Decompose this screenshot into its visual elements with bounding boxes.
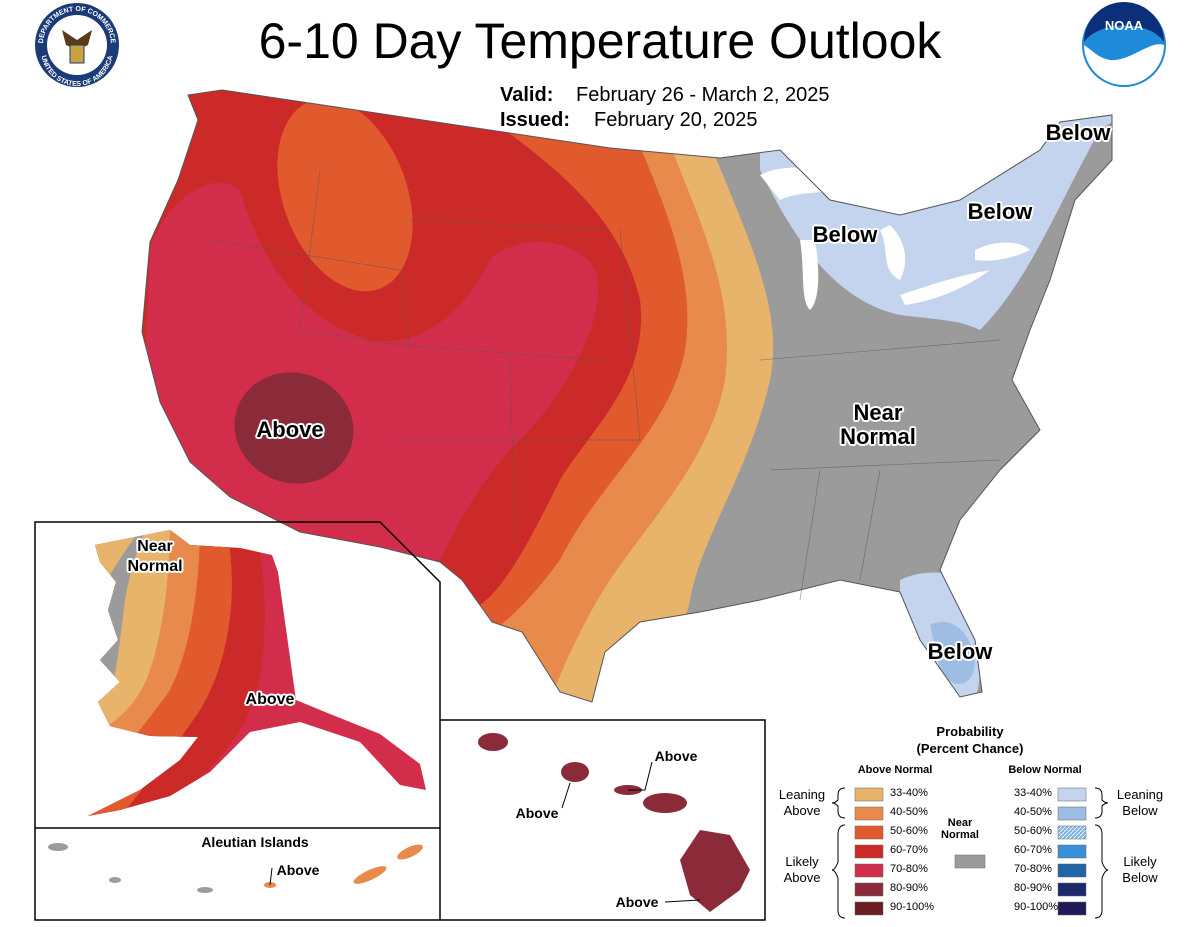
legend-group: Leaning Below bbox=[1116, 787, 1164, 818]
legend-item-label: 60-70% bbox=[1014, 844, 1052, 856]
legend-swatch bbox=[854, 787, 884, 802]
doc-seal: DEPARTMENT OF COMMERCE UNITED STATES OF … bbox=[35, 3, 119, 88]
legend-swatch bbox=[1057, 901, 1087, 916]
legend-group: Likely Above bbox=[783, 854, 821, 885]
legend-near-normal: Near Normal bbox=[941, 817, 979, 841]
legend-item-label: 70-80% bbox=[1014, 863, 1052, 875]
legend-swatch bbox=[854, 806, 884, 821]
conus-outline bbox=[141, 89, 1113, 703]
island bbox=[397, 844, 423, 860]
great-lakes bbox=[760, 167, 1030, 310]
island bbox=[643, 793, 687, 813]
aleutian-label: Above bbox=[276, 862, 320, 878]
hawaii-label: Above bbox=[654, 748, 698, 764]
issued-label: Issued: bbox=[500, 109, 571, 131]
legend-swatch bbox=[854, 825, 884, 840]
island bbox=[48, 843, 68, 851]
state-lines bbox=[209, 169, 1001, 601]
inset-frames bbox=[34, 521, 766, 921]
island bbox=[197, 887, 213, 893]
hawaii-map bbox=[478, 733, 750, 912]
above-area bbox=[234, 372, 354, 484]
legend-item-label: 80-90% bbox=[1014, 882, 1052, 894]
legend-swatch bbox=[1057, 844, 1087, 859]
map-label: Below bbox=[1045, 120, 1111, 145]
legend-item-label: 50-60% bbox=[1014, 825, 1052, 837]
legend-below-header: Below Normal bbox=[1008, 764, 1082, 776]
island bbox=[478, 733, 508, 751]
legend-swatch bbox=[854, 901, 884, 916]
legend-group: Likely Below bbox=[1122, 854, 1158, 885]
above-area bbox=[277, 98, 413, 292]
map-label: Below bbox=[927, 639, 993, 664]
title: 6-10 Day Temperature Outlook bbox=[258, 13, 942, 69]
legend-item-label: 33-40% bbox=[1014, 787, 1052, 799]
island bbox=[109, 877, 121, 883]
legend-above-header: Above Normal bbox=[857, 764, 933, 776]
aleutian-islands bbox=[48, 843, 423, 893]
issued-date: February 20, 2025 bbox=[594, 109, 758, 131]
legend-item-label: 90-100% bbox=[1014, 901, 1059, 913]
legend-item-label: 40-50% bbox=[890, 806, 928, 818]
legend-item-label: 50-60% bbox=[890, 825, 928, 837]
legend-swatch bbox=[1057, 825, 1087, 840]
legend-swatch bbox=[854, 844, 884, 859]
legend-item-label: 33-40% bbox=[890, 787, 928, 799]
legend-subtitle: (Percent Chance) bbox=[916, 741, 1024, 756]
legend-braces bbox=[831, 787, 1109, 919]
legend-item-label: 60-70% bbox=[890, 844, 928, 856]
legend-swatch bbox=[1057, 806, 1087, 821]
aleutian-title: Aleutian Islands bbox=[201, 834, 309, 850]
legend-swatch bbox=[954, 854, 986, 869]
legend-group: Leaning Above bbox=[778, 787, 826, 818]
legend-title: Probability bbox=[936, 724, 1004, 739]
legend-item-label: 70-80% bbox=[890, 863, 928, 875]
map-label: Below bbox=[967, 199, 1033, 224]
alaska-label: Above bbox=[245, 691, 295, 708]
valid-dates: February 26 - March 2, 2025 bbox=[576, 84, 830, 106]
legend-swatch bbox=[1057, 863, 1087, 878]
legend-swatch bbox=[854, 882, 884, 897]
below-area bbox=[930, 621, 975, 684]
noaa-text: NOAA bbox=[1105, 18, 1144, 33]
legend-item-label: 40-50% bbox=[1014, 806, 1052, 818]
island bbox=[561, 762, 589, 782]
legend-item-label: 90-100% bbox=[890, 901, 935, 913]
map-label: Above bbox=[256, 417, 324, 442]
alaska-map bbox=[88, 530, 426, 816]
legend-swatch bbox=[1057, 787, 1087, 802]
island bbox=[680, 830, 750, 912]
map-label: Near Normal bbox=[840, 400, 916, 449]
map-label: Below bbox=[812, 222, 878, 247]
island bbox=[353, 866, 387, 884]
hawaii-label: Above bbox=[515, 805, 559, 821]
valid-label: Valid: bbox=[500, 84, 554, 106]
noaa-logo: NOAA bbox=[1082, 2, 1166, 87]
legend-swatch bbox=[1057, 882, 1087, 897]
legend-swatch bbox=[854, 863, 884, 878]
alaska-label: Near Normal bbox=[127, 538, 183, 575]
legend-item-label: 80-90% bbox=[890, 882, 928, 894]
hawaii-label: Above bbox=[615, 894, 659, 910]
